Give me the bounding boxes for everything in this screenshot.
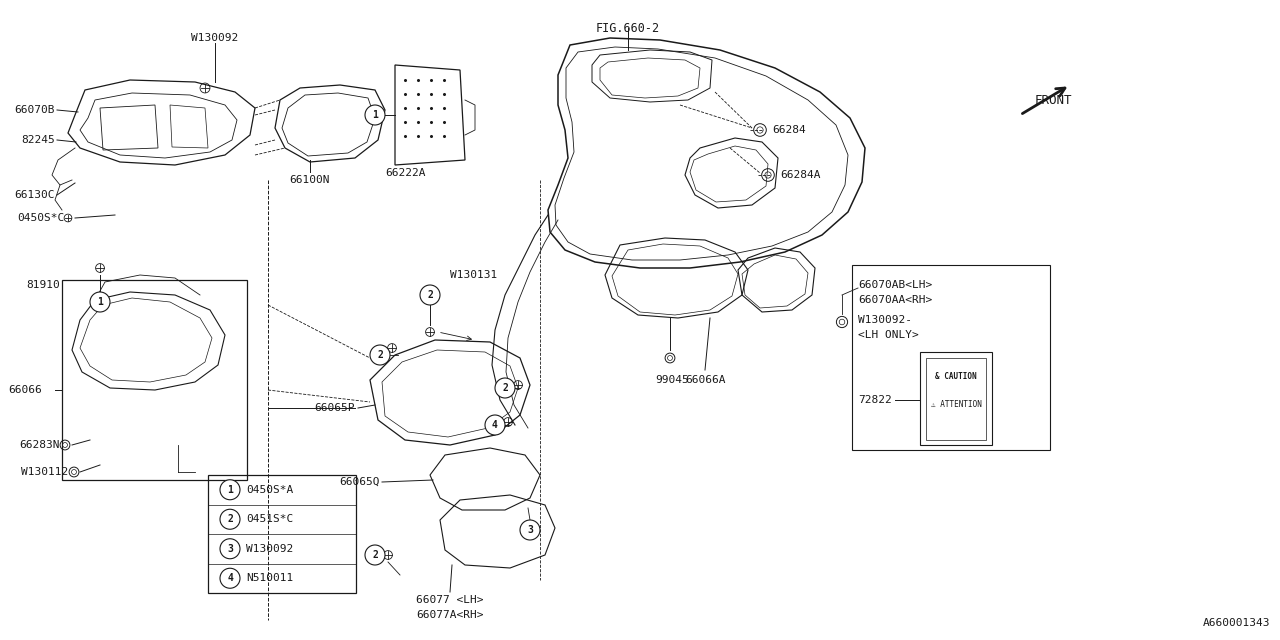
Text: 81910: 81910 <box>27 280 60 290</box>
Text: 66284: 66284 <box>772 125 805 135</box>
Circle shape <box>370 345 390 365</box>
Text: 66130C: 66130C <box>14 190 55 200</box>
Text: 72822: 72822 <box>858 395 892 405</box>
Text: W130092: W130092 <box>246 544 293 554</box>
Text: 2: 2 <box>227 515 233 524</box>
Text: 66222A: 66222A <box>385 168 425 178</box>
Circle shape <box>90 292 110 312</box>
Circle shape <box>495 378 515 398</box>
Text: <LH ONLY>: <LH ONLY> <box>858 330 919 340</box>
Text: 0451S*C: 0451S*C <box>246 515 293 524</box>
Circle shape <box>220 480 241 500</box>
Text: 66065Q: 66065Q <box>339 477 380 487</box>
Text: 4: 4 <box>492 420 498 430</box>
Text: 0450S*C: 0450S*C <box>18 213 65 223</box>
Text: FRONT: FRONT <box>1036 93 1073 106</box>
Circle shape <box>220 539 241 559</box>
Text: 82245: 82245 <box>22 135 55 145</box>
Text: 3: 3 <box>227 544 233 554</box>
Text: 1: 1 <box>372 110 378 120</box>
Text: W130092: W130092 <box>192 33 238 43</box>
Text: 2: 2 <box>372 550 378 560</box>
Circle shape <box>485 415 506 435</box>
Text: W130131: W130131 <box>451 270 497 280</box>
Text: 66100N: 66100N <box>289 175 330 185</box>
Text: 4: 4 <box>227 573 233 583</box>
Text: 66077A<RH>: 66077A<RH> <box>416 610 484 620</box>
Text: FIG.660-2: FIG.660-2 <box>596 22 660 35</box>
Circle shape <box>220 568 241 588</box>
Circle shape <box>520 520 540 540</box>
Text: 2: 2 <box>378 350 383 360</box>
Circle shape <box>365 105 385 125</box>
Text: A660001343: A660001343 <box>1202 618 1270 628</box>
Text: 99045: 99045 <box>655 375 689 385</box>
Circle shape <box>365 545 385 565</box>
Text: 3: 3 <box>527 525 532 535</box>
Text: 66070B: 66070B <box>14 105 55 115</box>
Text: W130092-: W130092- <box>858 315 911 325</box>
Text: 2: 2 <box>428 290 433 300</box>
Text: 66077 <LH>: 66077 <LH> <box>416 595 484 605</box>
Text: 66070AA<RH>: 66070AA<RH> <box>858 295 932 305</box>
Text: 66284A: 66284A <box>780 170 820 180</box>
Text: 66283N: 66283N <box>19 440 60 450</box>
Text: 2: 2 <box>502 383 508 393</box>
Text: 1: 1 <box>227 484 233 495</box>
Text: ⚠ ATTENTION: ⚠ ATTENTION <box>931 400 982 409</box>
Text: 1: 1 <box>97 297 102 307</box>
Text: N510011: N510011 <box>246 573 293 583</box>
Text: 66066A: 66066A <box>685 375 726 385</box>
Text: W130112: W130112 <box>20 467 68 477</box>
Text: & CAUTION: & CAUTION <box>936 372 977 381</box>
Text: 0450S*A: 0450S*A <box>246 484 293 495</box>
Text: 66065P: 66065P <box>315 403 355 413</box>
Circle shape <box>220 509 241 529</box>
Text: 66066: 66066 <box>8 385 42 395</box>
Text: 66070AB<LH>: 66070AB<LH> <box>858 280 932 290</box>
Circle shape <box>420 285 440 305</box>
